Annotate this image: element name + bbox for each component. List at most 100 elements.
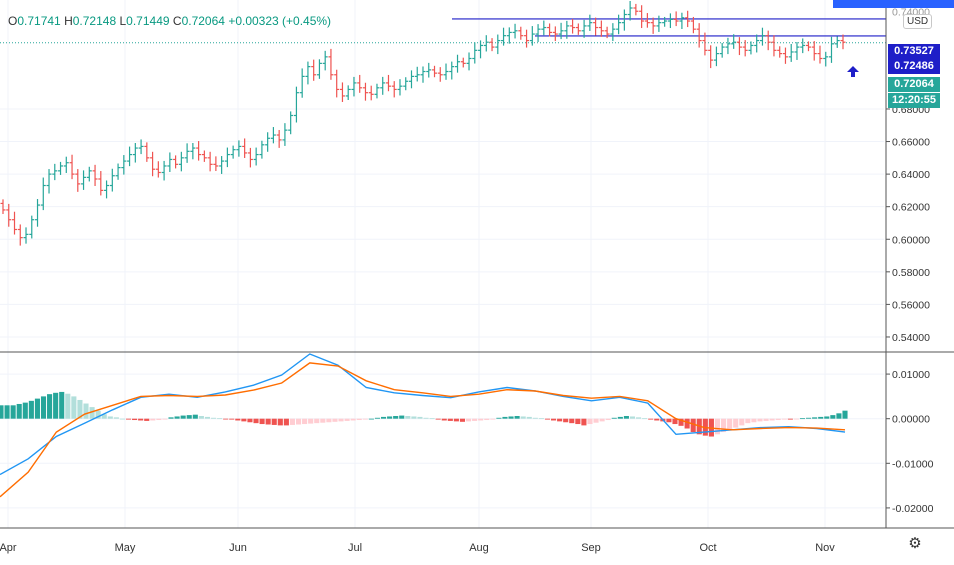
currency-badge[interactable]: USD: [903, 14, 933, 29]
open-value: 0.71741: [17, 14, 61, 28]
candle: [449, 61, 455, 80]
y-tick-label: 0.56000: [892, 299, 930, 311]
candle: [765, 30, 771, 51]
macd-histogram-bar: [787, 418, 793, 420]
candle: [213, 156, 219, 172]
macd-histogram-bar: [241, 418, 247, 422]
macd-histogram-bar: [393, 416, 399, 419]
candle: [506, 27, 512, 44]
macd-histogram-bar: [763, 418, 769, 421]
macd-histogram-bar: [648, 418, 654, 420]
macd-histogram-bar: [107, 416, 113, 419]
macd-histogram-bar: [387, 416, 393, 419]
candle: [558, 22, 564, 40]
candle: [817, 45, 823, 64]
macd-histogram-bar: [399, 415, 405, 419]
gear-icon[interactable]: ⚙: [908, 535, 922, 552]
macd-histogram-bar: [441, 418, 447, 421]
x-tick-label: Oct: [699, 542, 716, 554]
candle: [253, 147, 259, 166]
macd-histogram-bar: [465, 418, 472, 422]
macd-histogram-bar: [690, 418, 696, 433]
candle: [570, 18, 576, 34]
candle: [748, 41, 754, 55]
candle: [63, 156, 69, 173]
macd-histogram-bar: [77, 399, 83, 419]
candle: [236, 140, 242, 157]
macd-histogram-bar: [65, 393, 71, 419]
macd-histogram-bar: [745, 418, 751, 424]
candle: [201, 150, 207, 162]
y-tick-label: 0.64000: [892, 169, 930, 181]
macd-histogram-bar: [417, 416, 423, 419]
x-tick-label: Apr: [0, 542, 17, 554]
candle: [58, 161, 64, 175]
macd-histogram-bar: [265, 418, 271, 425]
macd-histogram-bar: [10, 405, 16, 419]
candle: [270, 127, 276, 144]
y-tick-label: 0.58000: [892, 267, 930, 279]
macd-y-tick-label: 0.01000: [892, 369, 930, 381]
macd-histogram-bar: [344, 418, 350, 421]
macd-histogram-bar: [550, 418, 557, 421]
macd-histogram-bar: [793, 418, 799, 420]
macd-histogram-bar: [557, 418, 563, 422]
candle: [86, 166, 92, 182]
candle: [282, 123, 288, 146]
macd-histogram-bar: [721, 418, 727, 433]
macd-histogram-bar: [308, 418, 314, 424]
candle: [385, 74, 391, 92]
macd-histogram-bar: [125, 418, 132, 420]
candle: [754, 34, 760, 53]
macd-histogram-bar: [138, 418, 144, 421]
macd-histogram-bar: [198, 416, 204, 419]
candle: [552, 26, 558, 42]
candle: [656, 15, 662, 32]
candle: [771, 35, 777, 57]
macd-histogram-bar: [374, 417, 381, 419]
candle: [0, 199, 6, 215]
macd-histogram-bar: [235, 418, 241, 421]
candle-series: [0, 0, 846, 246]
candle: [702, 32, 708, 56]
macd-histogram-bar: [320, 418, 326, 423]
macd-histogram-bar: [150, 418, 156, 421]
close-value: 0.72064: [181, 14, 225, 28]
candle: [374, 83, 380, 99]
macd-y-tick-label: -0.02000: [892, 503, 934, 515]
macd-histogram-bar: [271, 418, 277, 425]
macd-histogram-bar: [453, 418, 459, 422]
macd-histogram-bar: [617, 416, 623, 419]
candle: [725, 37, 731, 55]
candle: [788, 43, 794, 62]
candle: [339, 82, 345, 102]
candle: [708, 45, 714, 69]
macd-histogram-bar: [28, 400, 34, 419]
macd-histogram-bar: [484, 418, 490, 421]
macd-histogram-bar: [71, 396, 77, 419]
x-tick-label: Jul: [348, 542, 362, 554]
macd-histogram-bar: [429, 418, 435, 420]
macd-histogram-bar: [283, 418, 289, 426]
macd-histogram-bar: [132, 418, 138, 421]
macd-histogram-bar: [162, 418, 168, 420]
macd-histogram-bar: [180, 415, 186, 419]
macd-histogram-bar: [806, 417, 812, 419]
macd-histogram-bar: [380, 416, 387, 419]
macd-histogram-bar: [95, 410, 101, 419]
candle: [104, 180, 110, 199]
candle: [535, 24, 541, 43]
ohlc-legend: O0.71741 H0.72148 L0.71449 C0.72064 +0.0…: [8, 14, 331, 28]
macd-histogram-bar: [156, 418, 162, 421]
macd-histogram-bar: [830, 415, 836, 419]
candle: [478, 40, 484, 59]
candle: [414, 66, 420, 82]
candle: [144, 142, 150, 162]
candle: [69, 154, 75, 180]
macd-histogram-bar: [447, 418, 453, 421]
macd-histogram-bar: [302, 418, 308, 425]
candle: [334, 69, 340, 98]
candle: [805, 41, 811, 52]
candle: [29, 215, 35, 239]
